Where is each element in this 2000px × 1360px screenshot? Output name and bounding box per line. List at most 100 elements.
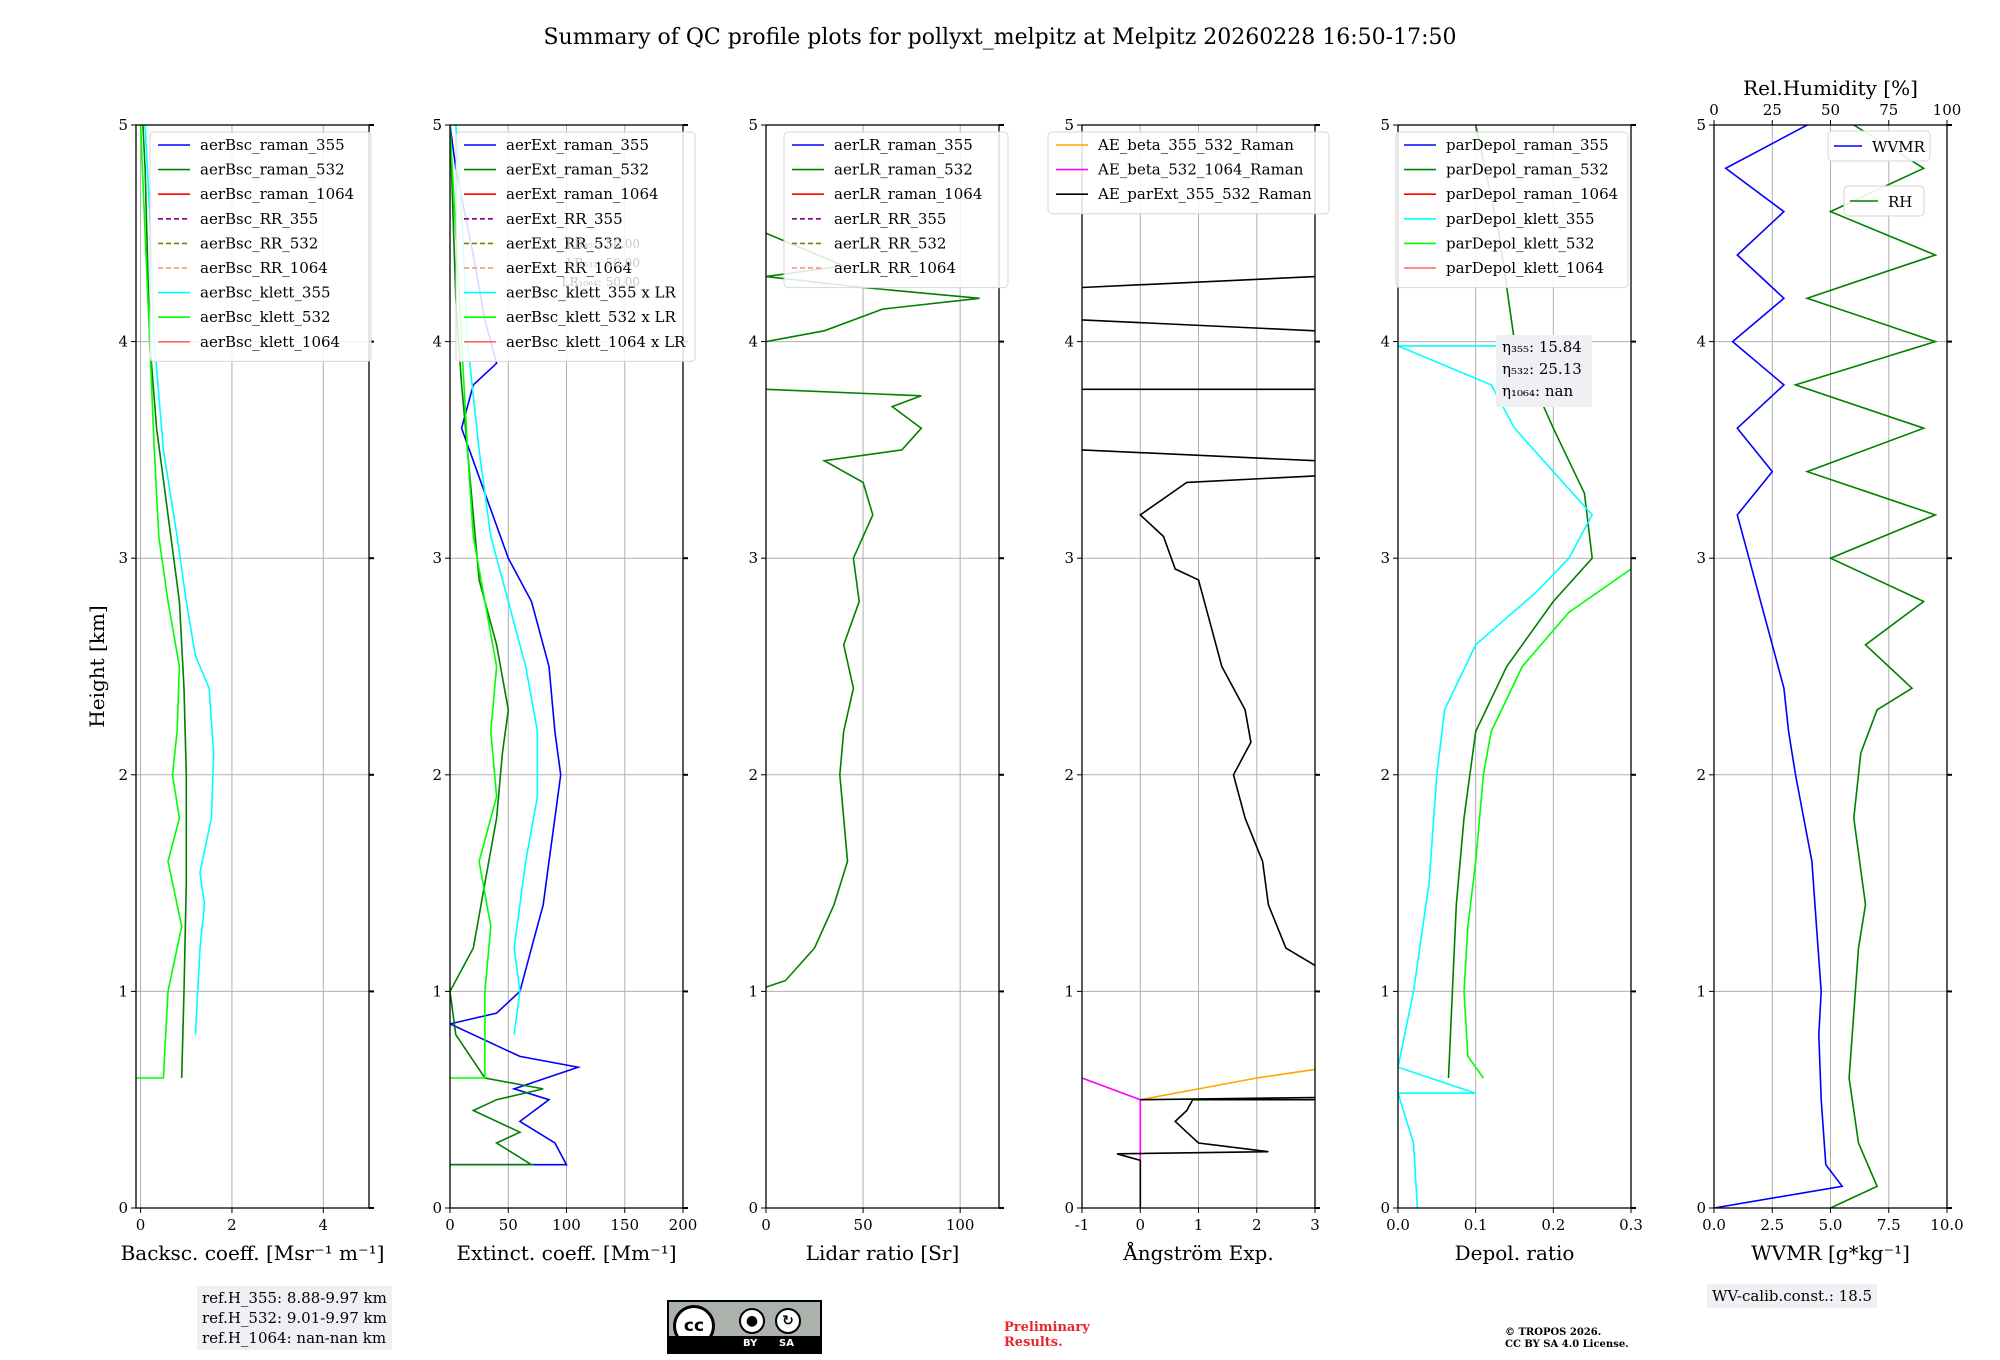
legend-entry-aerBsc_raman_1064: aerBsc_raman_1064 (200, 185, 354, 203)
series-line-aerBsc_raman_532 (142, 125, 188, 1079)
series-group (766, 232, 980, 988)
y-tick-label: 1 (432, 982, 442, 1000)
reference-height-box: ref.H_355: 8.88-9.97 km ref.H_532: 9.01-… (197, 1286, 392, 1350)
legend-entry-parDepol_klett_355: parDepol_klett_355 (1446, 210, 1595, 228)
axes-frame (1397, 124, 1632, 1209)
legend-entry-parDepol_klett_1064: parDepol_klett_1064 (1446, 259, 1604, 277)
profile-panel-6: 0.0 2.5 5.0 7.5 10.0 0 1 2 3 4 5 WVMR [g*kg⁻¹] 0 25 50… (1696, 76, 1963, 1265)
legend-entry-aerBsc_RR_532: aerBsc_RR_532 (200, 234, 318, 252)
series-line-RH (1792, 125, 1938, 1208)
x-tick-label: 10.0 (1930, 1216, 1963, 1234)
y-tick-label: 2 (432, 766, 442, 784)
legend-box (1827, 130, 1931, 162)
axes-frame (135, 124, 370, 1209)
legend-entry-aerExt_RR_355: aerExt_RR_355 (506, 210, 623, 228)
x-tick-label: 0.2 (1541, 1216, 1565, 1234)
top-x-tick-label: 75 (1879, 101, 1898, 119)
legend-entry-aerBsc_raman_532: aerBsc_raman_532 (200, 161, 345, 179)
y-tick-label: 2 (1696, 766, 1706, 784)
legend-entry-parDepol_raman_1064: parDepol_raman_1064 (1446, 185, 1618, 203)
top-x-axis-label: Rel.Humidity [%] (1743, 76, 1918, 100)
legend-wvmr: WVMR (1827, 130, 1931, 162)
legend-entry-aerBsc_RR_355: aerBsc_RR_355 (200, 210, 318, 228)
copyright-notice: © TROPOS 2026. CC BY SA 4.0 License. (1505, 1327, 1629, 1350)
series-line-AE_parExt_355_532_Raman (1116, 1096, 1315, 1208)
ref-height-1064: ref.H_1064: nan-nan km (202, 1329, 387, 1347)
legend: parDepol_raman_355 parDepol_raman_532 parD… (1395, 131, 1629, 289)
y-tick-label: 1 (1696, 982, 1706, 1000)
x-axis-label: Depol. ratio (1455, 1241, 1575, 1265)
wv-calib-const: WV-calib.const.: 18.5 (1712, 1287, 1873, 1305)
x-tick-label: 0.0 (1386, 1216, 1410, 1234)
series-line-aerLR_raman_532 (766, 388, 923, 988)
share-alike-icon: ↻ (775, 1308, 801, 1334)
series-group (136, 125, 215, 1079)
y-tick-label: 0 (748, 1199, 758, 1217)
y-tick-label: 1 (748, 982, 758, 1000)
top-x-tick-label: 100 (1933, 101, 1962, 119)
y-tick-label: 3 (748, 549, 758, 567)
y-tick-label: 0 (1696, 1199, 1706, 1217)
wv-calibration-box: WV-calib.const.: 18.5 (1707, 1284, 1878, 1308)
legend-entry-parDepol_raman_355: parDepol_raman_355 (1446, 136, 1609, 154)
eta-box-bg (1496, 335, 1592, 407)
eta-label: η₅₃₂: 25.13 (1502, 360, 1582, 378)
legend-box (1047, 131, 1330, 215)
legend-entry-aerBsc_klett_355 x LR: aerBsc_klett_355 x LR (506, 284, 677, 302)
x-tick-label: 200 (669, 1216, 698, 1234)
axes-frame (765, 124, 1000, 1209)
series-group (1082, 275, 1315, 1208)
profile-panel-2: 0 50 100 150 200 0 1 2 3 4 5 Extinct. coeff. [Mm⁻¹]… (432, 116, 697, 1265)
attribution-person-icon: ● (739, 1308, 765, 1334)
legend-entry-aerBsc_RR_1064: aerBsc_RR_1064 (200, 259, 328, 277)
legend-entry-RH: RH (1888, 193, 1912, 211)
y-tick-label: 2 (748, 766, 758, 784)
series-line-AE_parExt_a (1082, 449, 1315, 462)
cc-license-badge[interactable]: cc ● ↻ BY SA (667, 1300, 822, 1354)
legend-entry-aerExt_RR_1064: aerExt_RR_1064 (506, 259, 632, 277)
y-tick-label: 3 (432, 549, 442, 567)
x-axis-label: Ångström Exp. (1122, 1240, 1273, 1265)
profile-panel-1: 0 2 4 0 1 2 3 4 5 Backsc. coeff. [Msr⁻¹ m⁻¹] Heigh… (85, 116, 384, 1265)
figure-title: Summary of QC profile plots for pollyxt_… (543, 25, 1456, 50)
x-tick-label: 3 (1310, 1216, 1320, 1234)
x-tick-label: 2 (227, 1216, 237, 1234)
legend-entry-aerBsc_klett_532: aerBsc_klett_532 (200, 308, 331, 326)
eta-box: η₃₅₅: 15.84 η₅₃₂: 25.13 η₁₀₆₄: nan (1496, 335, 1592, 407)
x-tick-label: 2.5 (1760, 1216, 1784, 1234)
y-tick-label: 1 (118, 982, 128, 1000)
x-axis-label: Extinct. coeff. [Mm⁻¹] (456, 1241, 676, 1265)
legend-entry-WVMR: WVMR (1872, 138, 1926, 156)
y-tick-label: 5 (1696, 116, 1706, 134)
legend-entry-aerBsc_klett_532 x LR: aerBsc_klett_532 x LR (506, 308, 677, 326)
legend: aerLR_raman_355 aerLR_raman_532 aerLR_rama… (783, 131, 1009, 289)
y-axis-label: Height [km] (85, 605, 109, 727)
legend-entry-aerBsc_klett_1064: aerBsc_klett_1064 (200, 333, 340, 351)
y-tick-label: 4 (118, 333, 128, 351)
x-tick-label: 5.0 (1819, 1216, 1843, 1234)
legend-box (149, 131, 372, 362)
y-tick-label: 4 (1064, 333, 1074, 351)
legend: AE_beta_355_532_Raman AE_beta_532_1064_Ra… (1047, 131, 1330, 215)
x-tick-label: 7.5 (1877, 1216, 1901, 1234)
legend-rh: RH (1843, 185, 1925, 217)
top-x-tick-label: 25 (1763, 101, 1782, 119)
x-tick-label: 0 (136, 1216, 146, 1234)
series-group (1714, 125, 1938, 1208)
x-tick-label: 150 (610, 1216, 639, 1234)
series-line-aerBsc_klett_532 (136, 125, 183, 1079)
x-tick-label: 0 (445, 1216, 455, 1234)
x-tick-label: 0.3 (1619, 1216, 1643, 1234)
series-line-parDepol_klett_355 (1398, 345, 1594, 1208)
lidar-ratio-label: LR₁₀₆₄: 50.00 (562, 275, 640, 289)
y-tick-label: 4 (432, 333, 442, 351)
x-axis-label: Lidar ratio [Sr] (806, 1241, 960, 1265)
top-x-tick-label: 50 (1821, 101, 1840, 119)
ref-height-355: ref.H_355: 8.88-9.97 km (202, 1289, 387, 1307)
series-line-AE_beta_355_532_Raman (1140, 1068, 1315, 1101)
legend-box (455, 131, 696, 362)
x-tick-label: 100 (552, 1216, 581, 1234)
legend-entry-aerBsc_raman_355: aerBsc_raman_355 (200, 136, 345, 154)
y-tick-label: 4 (1380, 333, 1390, 351)
x-tick-label: 0.1 (1464, 1216, 1488, 1234)
